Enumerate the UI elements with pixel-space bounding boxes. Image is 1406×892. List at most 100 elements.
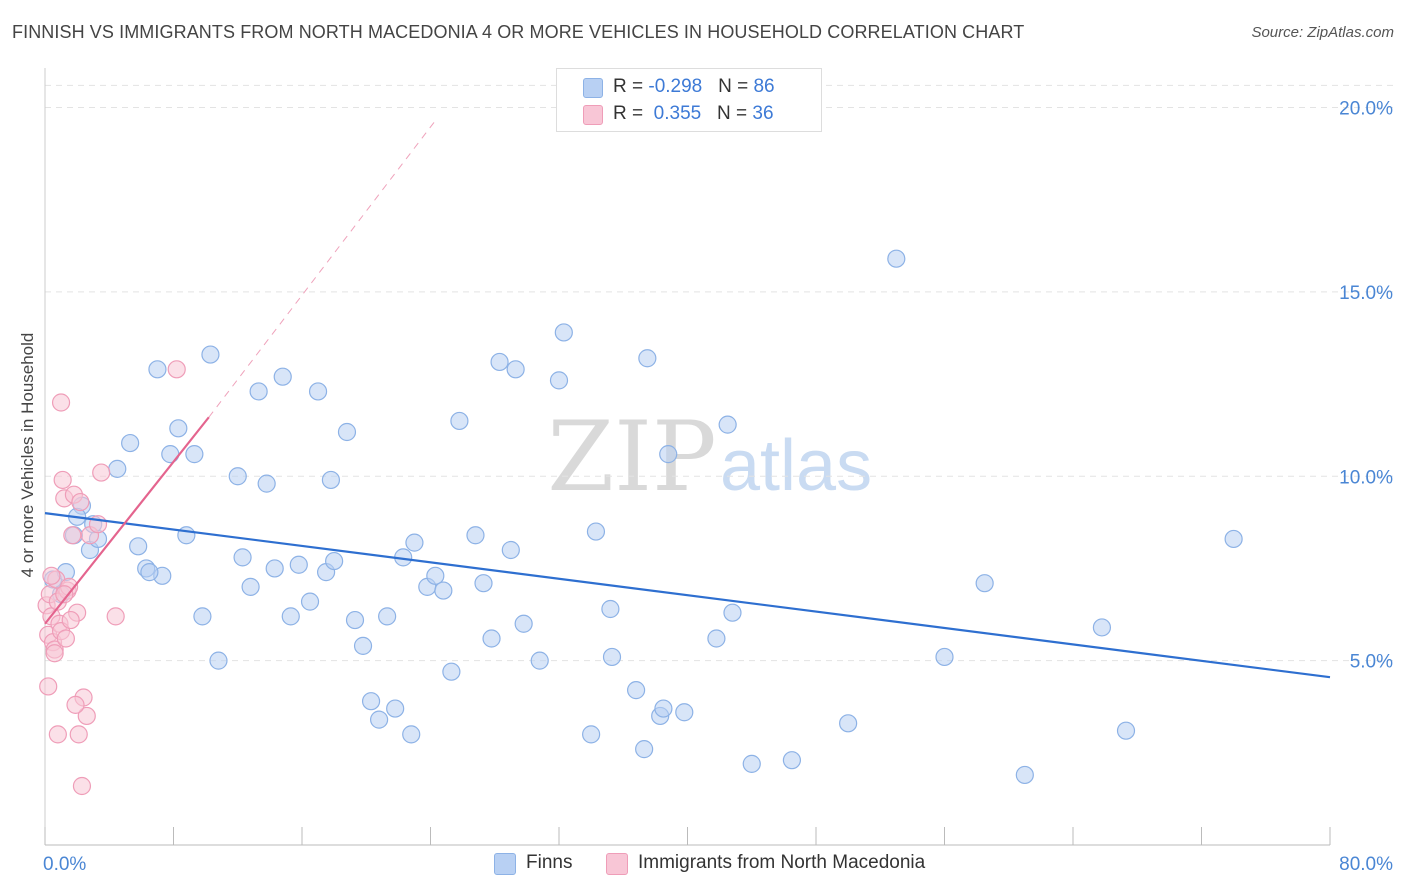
finns-point-59 [586, 522, 606, 541]
finns-point-19 [228, 467, 247, 486]
finns-point-80 [1116, 721, 1136, 740]
watermark-atlas: atlas [720, 426, 872, 506]
finns-point-51 [490, 352, 509, 372]
finns-point-44 [426, 566, 445, 585]
y-tick-label-2: 15.0% [1339, 283, 1393, 304]
finns-point-34 [345, 610, 365, 630]
north-macedonia-point-32 [42, 566, 61, 585]
watermark-zip: ZIP [547, 401, 716, 513]
legend-north-macedonia-label: Immigrants from North Macedonia [638, 852, 926, 873]
north-macedonia-trend-extension [208, 118, 438, 418]
y-tick-label-3: 20.0% [1339, 99, 1393, 120]
finns-point-24 [265, 559, 284, 578]
finns-point-50 [482, 629, 501, 648]
finns-point-74 [839, 714, 858, 733]
finns-point-79 [1092, 618, 1112, 637]
chart-title: FINNISH VS IMMIGRANTS FROM NORTH MACEDON… [12, 22, 1025, 42]
finns-point-69 [707, 629, 726, 648]
finns-point-39 [386, 699, 405, 718]
x-tick-label-min: 0.0% [43, 854, 86, 875]
y-tick-label-1: 10.0% [1339, 467, 1393, 488]
finns-point-55 [530, 651, 549, 670]
stats-legend: R = -0.298 N = 86 R = 0.355 N = 36 [556, 68, 822, 132]
north-macedonia-swatch [583, 105, 603, 125]
finns-point-22 [249, 382, 268, 401]
finns-point-31 [321, 470, 341, 490]
finns-point-18 [209, 651, 228, 670]
finns-point-63 [635, 740, 654, 759]
finns-point-6 [108, 459, 127, 478]
finns-point-72 [742, 754, 761, 773]
finns-point-14 [177, 526, 196, 545]
finns-point-23 [257, 474, 276, 493]
finns-point-61 [602, 647, 622, 667]
finns-point-48 [466, 526, 485, 545]
north-macedonia-point-26 [167, 360, 186, 379]
north-macedonia-point-33 [61, 610, 80, 630]
finns-point-7 [121, 433, 140, 453]
finns-point-32 [325, 551, 344, 571]
north-macedonia-point-34 [45, 644, 64, 663]
finns-point-29 [308, 382, 328, 401]
finns-point-10 [148, 360, 167, 379]
finns-point-8 [129, 537, 148, 556]
north-macedonia-point-31 [72, 776, 92, 796]
north-macedonia-point-21 [77, 706, 96, 726]
finns-point-33 [337, 422, 357, 442]
legend-north-macedonia-swatch [606, 853, 628, 875]
finns-point-20 [233, 548, 252, 567]
north-macedonia-point-25 [106, 607, 125, 626]
finns-point-15 [185, 445, 204, 464]
finns-point-56 [549, 371, 569, 390]
finns-point-53 [501, 540, 520, 560]
finns-n-label: N = [718, 76, 754, 97]
north-macedonia-point-13 [56, 629, 75, 648]
finns-point-28 [300, 592, 320, 611]
finns-r-value: -0.298 [648, 76, 703, 97]
finns-point-67 [659, 445, 678, 464]
finns-point-71 [723, 603, 742, 622]
finns-point-38 [378, 607, 397, 626]
finns-point-46 [442, 662, 461, 681]
mac-r-label: R = [613, 103, 649, 124]
north-macedonia-point-16 [63, 526, 82, 545]
finns-point-77 [975, 574, 994, 593]
finns-point-13 [169, 419, 188, 438]
mac-n-value: 36 [752, 103, 774, 124]
finns-trend-line [44, 512, 1331, 679]
north-macedonia-trend-line [44, 416, 210, 625]
finns-point-21 [241, 577, 260, 596]
finns-point-57 [554, 323, 573, 342]
north-macedonia-point-19 [71, 492, 90, 512]
finns-point-26 [281, 607, 300, 626]
finns-point-82 [140, 563, 159, 582]
finns-point-41 [402, 725, 421, 744]
north-macedonia-point-10 [51, 393, 71, 412]
finns-point-45 [434, 581, 453, 600]
north-macedonia-point-11 [53, 470, 72, 490]
finns-point-78 [1015, 765, 1034, 785]
finns-point-16 [193, 607, 212, 626]
north-macedonia-point-35 [55, 585, 74, 604]
legend-finns-label: Finns [526, 852, 573, 873]
finns-point-27 [289, 555, 308, 574]
finns-point-73 [782, 751, 802, 770]
finns-point-66 [654, 699, 673, 718]
north-macedonia-point-24 [92, 463, 111, 482]
finns-n-value: 86 [753, 76, 775, 97]
north-macedonia-point-27 [39, 677, 58, 696]
finns-point-70 [718, 415, 737, 434]
finns-point-36 [361, 692, 381, 711]
mac-r-value: 0.355 [648, 103, 702, 124]
finns-point-49 [474, 574, 493, 593]
finns-point-25 [273, 367, 292, 386]
finns-r-label: R = [613, 76, 649, 97]
finns-point-37 [370, 710, 389, 729]
finns-point-54 [514, 614, 533, 633]
finns-point-52 [506, 360, 525, 379]
finns-swatch [583, 78, 603, 98]
finns-point-17 [201, 345, 220, 364]
series-legend: Finns Immigrants from North Macedonia [0, 852, 1406, 876]
finns-point-47 [450, 411, 469, 431]
